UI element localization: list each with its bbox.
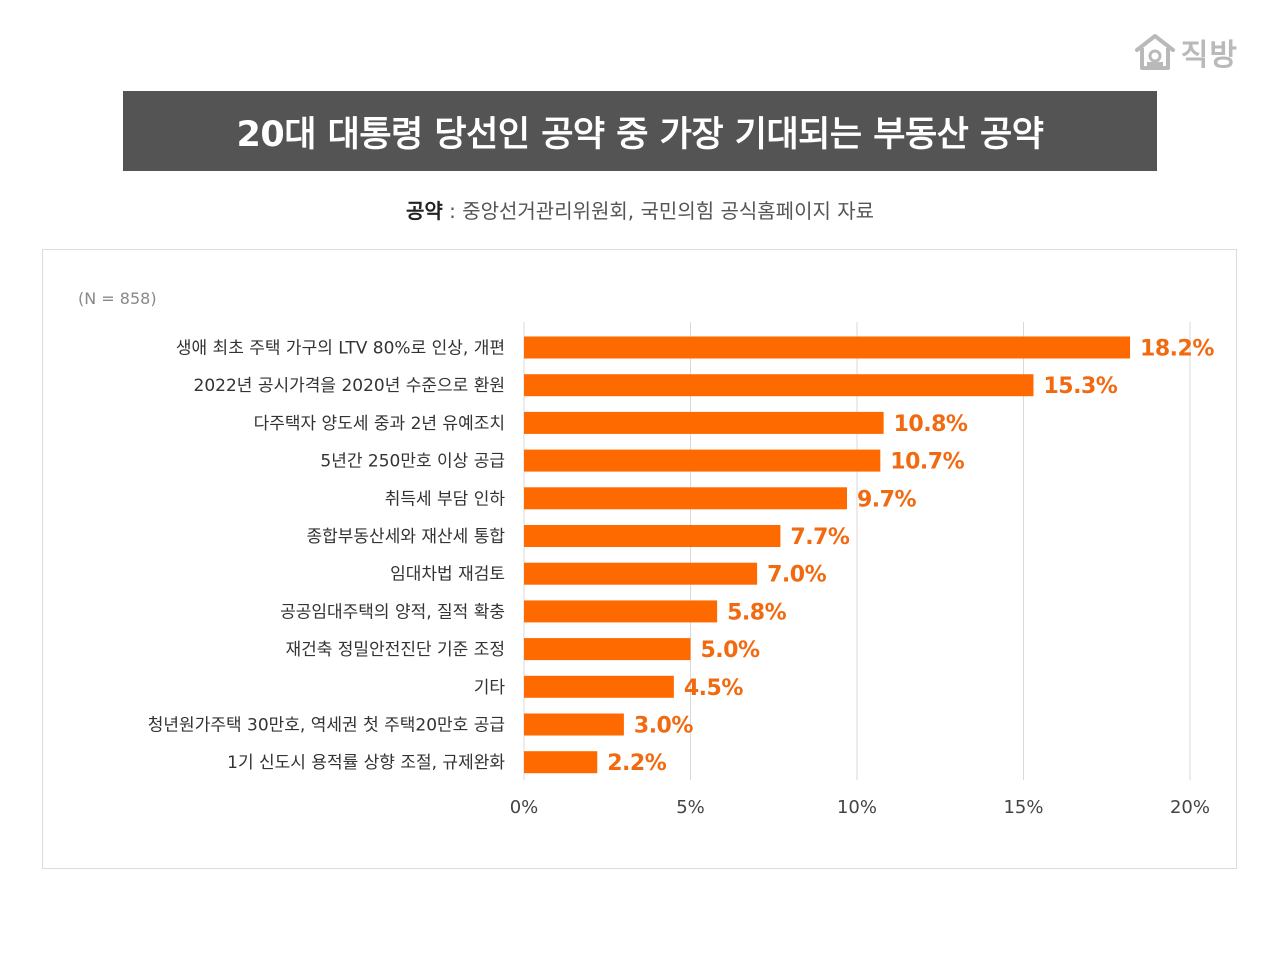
bar (524, 638, 691, 661)
x-tick-label: 20% (1170, 797, 1210, 818)
chart-title: 20대 대통령 당선인 공약 중 가장 기대되는 부동산 공약 (236, 114, 1044, 155)
bar (524, 411, 884, 434)
bar (524, 449, 881, 472)
category-label: 생애 최초 주택 가구의 LTV 80%로 인상, 개편 (176, 339, 505, 359)
category-label: 1기 신도시 용적률 상향 조절, 규제완화 (227, 753, 505, 773)
source-separator: : (442, 199, 463, 223)
bar (524, 751, 598, 774)
bar (524, 487, 848, 510)
category-label: 청년원가주택 30만호, 역세권 첫 주택20만호 공급 (148, 716, 505, 736)
grid-lines (523, 322, 1191, 780)
value-label: 9.7% (857, 487, 916, 512)
value-label: 3.0% (634, 714, 693, 739)
sample-size-note: (N = 858) (78, 289, 157, 308)
bar (524, 713, 624, 736)
x-tick-label: 0% (510, 797, 539, 818)
value-label: 10.8% (894, 412, 968, 437)
category-label: 2022년 공시가격을 2020년 수준으로 환원 (194, 376, 505, 396)
x-tick-label: 15% (1003, 797, 1043, 818)
x-tick-label: 10% (837, 797, 877, 818)
category-label: 기타 (474, 678, 506, 698)
value-label: 2.2% (607, 751, 666, 776)
value-label: 7.7% (790, 525, 849, 550)
value-label: 7.0% (767, 563, 826, 588)
title-banner: 20대 대통령 당선인 공약 중 가장 기대되는 부동산 공약 (123, 91, 1157, 171)
category-label: 취득세 부담 인하 (385, 489, 506, 509)
category-label: 재건축 정밀안전진단 기준 조정 (285, 640, 505, 660)
value-label: 18.2% (1140, 337, 1214, 362)
category-label: 종합부동산세와 재산세 통합 (307, 527, 506, 547)
category-label: 공공임대주택의 양적, 질적 확충 (280, 602, 505, 622)
bars (524, 336, 1131, 774)
category-label: 임대차법 재검토 (390, 565, 505, 585)
logo: 직방 (1133, 30, 1238, 74)
value-label: 5.8% (727, 600, 786, 625)
bar (524, 600, 718, 623)
x-tick-label: 5% (676, 797, 705, 818)
source-label: 공약 (405, 199, 443, 223)
source-note: 공약 : 중앙선거관리위원회, 국민의힘 공식홈페이지 자료 (0, 195, 1280, 224)
value-label: 15.3% (1043, 374, 1117, 399)
labels: 0% 5% 10% 15% 20% 생애 최초 주택 가구의 LTV 80%로 인상, 개… (148, 337, 1215, 819)
source-text: 중앙선거관리위원회, 국민의힘 공식홈페이지 자료 (462, 199, 875, 223)
bar (524, 336, 1131, 359)
bar (524, 374, 1034, 397)
bar (524, 525, 781, 547)
value-label: 4.5% (684, 676, 743, 701)
value-label: 10.7% (890, 450, 964, 475)
logo-text: 직방 (1180, 38, 1238, 73)
value-label: 5.0% (701, 638, 760, 663)
category-label: 5년간 250만호 이상 공급 (320, 452, 505, 472)
bar (524, 562, 758, 585)
bar (524, 675, 674, 698)
category-label: 다주택자 양도세 중과 2년 유예조치 (254, 414, 505, 434)
house-icon (1134, 34, 1175, 70)
